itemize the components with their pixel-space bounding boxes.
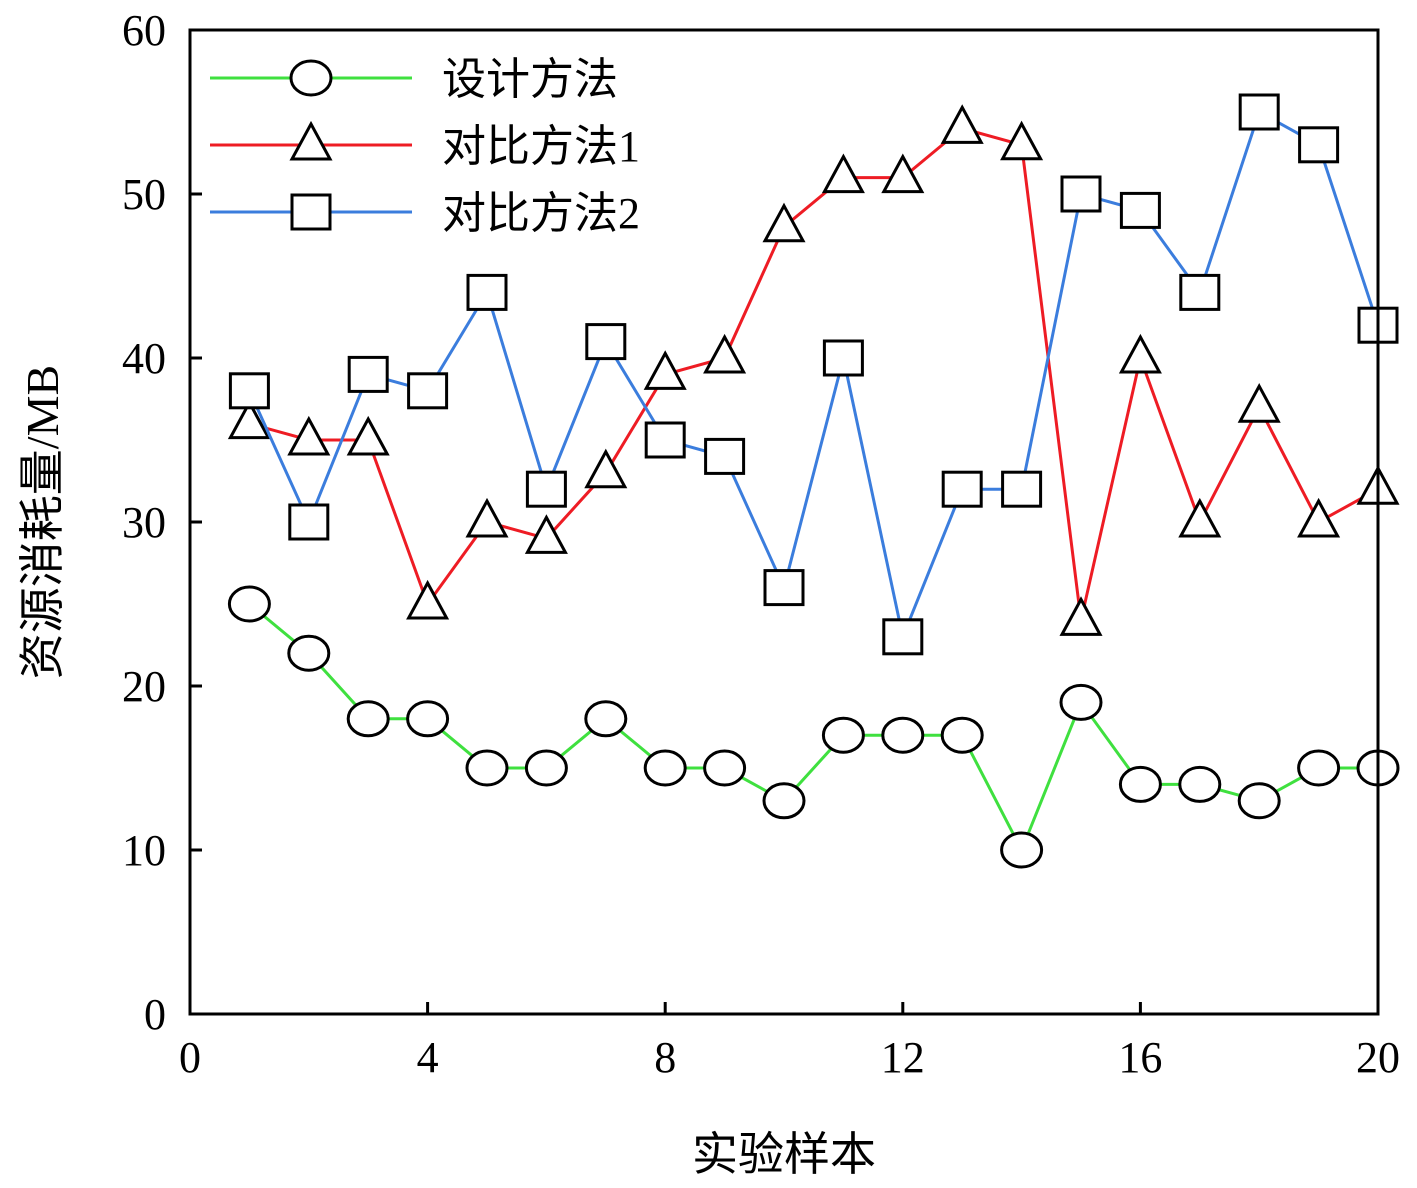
series-1-point — [821, 716, 865, 754]
series-2-point — [406, 579, 450, 620]
series-1 — [227, 585, 1400, 869]
series-2-point — [465, 497, 509, 538]
series-2-point — [1118, 333, 1162, 374]
legend-label: 设计方法 — [442, 55, 618, 104]
series-layer — [227, 93, 1400, 869]
legend-label: 对比方法2 — [442, 189, 640, 238]
series-1-point — [1118, 765, 1162, 803]
series-3-point — [466, 273, 508, 311]
series-2-point — [940, 104, 984, 144]
x-tick-label: 16 — [1118, 1033, 1162, 1082]
series-1-point — [643, 749, 687, 787]
series-3-point — [347, 355, 389, 393]
series-2-point — [1000, 120, 1044, 161]
y-axis-title: 资源消耗量/MB — [17, 365, 68, 679]
series-2-point — [346, 415, 390, 456]
y-tick-label: 30 — [122, 498, 166, 547]
series-1-point — [762, 782, 806, 820]
x-tick-label: 20 — [1356, 1033, 1400, 1082]
series-1-point — [1297, 749, 1341, 787]
series-1-point — [1237, 782, 1281, 820]
series-2-point — [287, 415, 331, 456]
series-3-point — [228, 372, 270, 410]
series-1-point — [881, 716, 925, 754]
series-3-point — [822, 339, 864, 377]
series-2-point — [1297, 497, 1341, 538]
x-tick-label: 0 — [179, 1033, 201, 1082]
y-tick-label: 60 — [122, 6, 166, 55]
series-2 — [227, 104, 1400, 636]
series-1-point — [287, 634, 331, 672]
series-3-point — [288, 503, 330, 541]
series-1-point — [1059, 683, 1103, 721]
series-3-point — [407, 372, 449, 410]
series-1-point — [227, 585, 271, 623]
series-3-point — [585, 323, 627, 361]
series-1-point — [940, 716, 984, 754]
y-tick-label: 50 — [122, 170, 166, 219]
legend-marker — [289, 59, 333, 97]
y-tick-label: 20 — [122, 662, 166, 711]
series-1-point — [524, 749, 568, 787]
series-3-point — [1119, 191, 1161, 229]
legend-marker — [290, 193, 332, 231]
series-3-point — [525, 470, 567, 508]
series-3-point — [1179, 273, 1221, 311]
series-1-point — [346, 700, 390, 738]
series-2-point — [584, 448, 628, 489]
series-3-point — [1238, 93, 1280, 131]
series-3-point — [1298, 126, 1340, 164]
legend-label: 对比方法1 — [442, 122, 640, 171]
series-1-point — [584, 700, 628, 738]
legend-marker — [289, 120, 333, 161]
legend-entry-3: 对比方法2 — [210, 189, 640, 238]
y-tick-label: 40 — [122, 334, 166, 383]
series-3 — [228, 93, 1399, 656]
series-2-point — [1237, 383, 1281, 423]
series-2-point — [762, 202, 806, 243]
series-2-point — [643, 350, 687, 390]
legend-entry-2: 对比方法1 — [210, 120, 640, 171]
series-2-point — [821, 153, 865, 194]
y-tick-label: 0 — [144, 990, 166, 1039]
series-2-point — [881, 153, 925, 194]
x-tick-label: 8 — [654, 1033, 676, 1082]
series-3-point — [1001, 470, 1043, 508]
series-3-point — [882, 618, 924, 656]
series-2-point — [703, 333, 747, 374]
x-tick-label: 4 — [417, 1033, 439, 1082]
tick-layer: 0 4 8 12 16 20 0 10 20 30 40 50 60 — [122, 6, 1400, 1082]
x-tick-label: 12 — [881, 1033, 925, 1082]
series-1-point — [406, 700, 450, 738]
series-1-point — [703, 749, 747, 787]
series-3-point — [704, 437, 746, 475]
series-1-point — [465, 749, 509, 787]
x-axis-title: 实验样本 — [692, 1129, 876, 1180]
series-3-point — [763, 569, 805, 607]
legend-entry-1: 设计方法 — [210, 55, 618, 104]
series-3-point — [941, 470, 983, 508]
y-tick-label: 10 — [122, 826, 166, 875]
series-2-point — [524, 514, 568, 554]
series-3-point — [644, 421, 686, 459]
series-2-point — [227, 399, 271, 440]
series-1-point — [1000, 831, 1044, 869]
series-3-point — [1060, 175, 1102, 213]
series-2-line — [249, 126, 1379, 621]
series-2-point — [1059, 596, 1103, 636]
series-1-point — [1178, 765, 1222, 803]
series-2-point — [1178, 497, 1222, 538]
